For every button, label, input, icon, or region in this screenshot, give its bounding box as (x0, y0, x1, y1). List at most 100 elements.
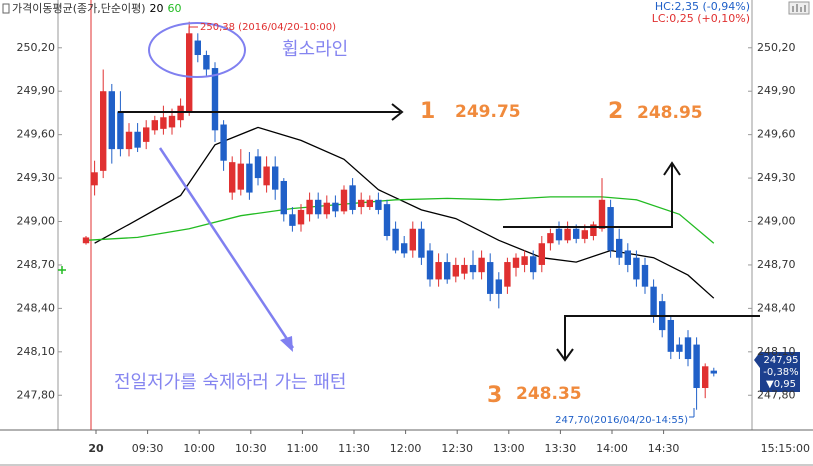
candle-body (581, 230, 588, 239)
candle-body (641, 264, 649, 287)
x-tick-label: 11:30 (338, 442, 370, 455)
candle-body (108, 91, 115, 150)
candle-body (263, 166, 270, 186)
x-tick-label: 10:30 (235, 442, 267, 455)
candle-body (521, 256, 528, 265)
candle-body (134, 131, 141, 148)
y-tick-label: 250,20 (17, 41, 56, 54)
current-change: ▼0,95 (766, 379, 796, 390)
ma-line (85, 196, 715, 244)
y-tick-label: 249,90 (17, 84, 56, 97)
candle-body (590, 224, 597, 236)
legend-entry: 60 (168, 2, 182, 15)
arrow-head (391, 103, 404, 121)
candle-body (538, 243, 545, 265)
level-price: 248.95 (637, 103, 703, 123)
candle-body (211, 68, 219, 131)
hc-info: HC:2,35 (-0,94%) (655, 0, 750, 13)
level-number: 3 (487, 383, 502, 408)
candle-body (306, 199, 313, 215)
candle-body (237, 163, 244, 190)
y-tick-label: 249,00 (757, 215, 796, 228)
legend-icon (2, 3, 10, 14)
y-tick-label: 247,80 (17, 388, 56, 401)
candle-body (100, 91, 107, 171)
candle-body (461, 264, 468, 274)
candle-body (349, 185, 356, 210)
y-tick-label: 249,00 (17, 215, 56, 228)
y-tick-label: 249,60 (17, 128, 56, 141)
candle-body (315, 199, 322, 215)
low-pointer (689, 408, 695, 418)
x-tick-label: 14:00 (596, 442, 628, 455)
candle-body (366, 199, 373, 208)
candle-body (340, 189, 348, 212)
candle-body (616, 238, 623, 258)
candle-body (530, 256, 537, 273)
candle-body (650, 286, 657, 316)
arrow-head (556, 348, 574, 362)
low-label: 247,70(2016/04/20-14:55) (555, 415, 688, 426)
candle-body (272, 166, 279, 190)
candle-body (332, 202, 339, 212)
level-number: 2 (608, 99, 623, 124)
candle-body (91, 172, 98, 186)
candle-body (418, 228, 425, 258)
candle-body (117, 111, 124, 150)
candle-body (194, 40, 201, 56)
y-tick-label: 249,30 (757, 171, 796, 184)
legend-entry: 20 (150, 2, 164, 15)
x-tick-label: 10:00 (183, 442, 215, 455)
x-tick-label: 12:00 (390, 442, 422, 455)
candle-body (186, 33, 193, 112)
level-price: 248.35 (516, 384, 582, 404)
y-tick-label: 248,70 (17, 258, 56, 271)
high-pointer (188, 26, 198, 35)
annotation: 휩소라인 (282, 39, 348, 60)
candle-body (555, 228, 563, 241)
lc-info: LC:0,25 (+0,10%) (652, 12, 750, 25)
candle-body (220, 124, 227, 161)
candle-body (573, 228, 580, 239)
y-tick-label: 248,10 (757, 345, 796, 358)
candle-body (702, 366, 709, 389)
candle-body (495, 279, 502, 294)
x-tick-label: 12:30 (441, 442, 473, 455)
candle-body (125, 131, 133, 150)
y-tick-label: 247,80 (757, 388, 796, 401)
level-line-2 (503, 165, 673, 228)
candle-body (383, 204, 391, 236)
candle-body (323, 202, 330, 215)
candle-body (547, 233, 554, 244)
candle-body (203, 55, 210, 70)
candle-body (624, 250, 631, 265)
y-tick-label: 249,60 (757, 128, 796, 141)
current-time: 15:15:00 (761, 442, 810, 455)
candle-body (693, 344, 700, 389)
toolbar-icon (788, 1, 810, 15)
candle-body (409, 228, 416, 251)
candle-body (676, 344, 683, 352)
y-tick-label: 248,10 (17, 345, 56, 358)
candle-body (633, 257, 640, 280)
y-tick-label: 249,90 (757, 84, 796, 97)
candle-body (229, 162, 236, 193)
candle-body (392, 228, 399, 251)
candle-body (280, 180, 287, 215)
candle-body (426, 250, 434, 280)
candle-body (478, 257, 485, 273)
x-tick-label: 13:00 (493, 442, 525, 455)
candle-body (487, 262, 494, 294)
candle-body (82, 237, 90, 244)
current-price-box (754, 352, 800, 392)
annotation: 전일저가를 숙제하러 가는 패턴 (114, 372, 346, 393)
current-price: 247,95 (764, 355, 799, 366)
drawings (118, 22, 760, 362)
level-number: 1 (420, 99, 435, 124)
candle-body (504, 262, 511, 287)
candle-body (246, 163, 253, 193)
y-tick-label: 249,30 (17, 171, 56, 184)
cross-marker (58, 266, 66, 274)
level-price: 249.75 (455, 102, 521, 122)
